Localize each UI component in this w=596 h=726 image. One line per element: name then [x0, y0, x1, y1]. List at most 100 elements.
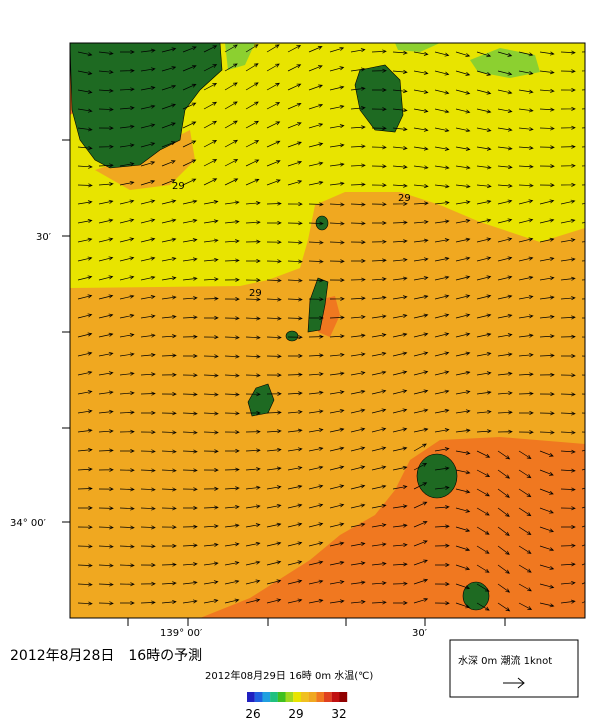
current-arrow [329, 143, 345, 148]
current-arrow [371, 295, 387, 300]
current-arrow [560, 487, 576, 492]
current-arrow [371, 68, 387, 73]
current-arrow [497, 275, 513, 281]
current-arrow [140, 391, 156, 396]
current-arrow [98, 199, 114, 205]
current-arrow [497, 256, 513, 262]
current-arrow [161, 506, 177, 511]
current-arrow [266, 179, 281, 186]
current-arrow [392, 108, 408, 113]
current-arrow [371, 389, 387, 395]
current-arrow [119, 87, 135, 92]
current-arrow [476, 488, 490, 497]
current-arrow [455, 564, 471, 571]
current-arrow [224, 258, 240, 263]
current-arrow [455, 488, 471, 494]
current-arrow [476, 184, 492, 189]
current-arrow [434, 332, 450, 338]
current-arrow [476, 89, 492, 95]
current-arrow [140, 600, 156, 605]
current-arrow [119, 391, 135, 396]
current-arrow [329, 390, 345, 395]
current-arrow [413, 70, 429, 75]
current-arrow [434, 428, 450, 433]
current-arrow [266, 354, 282, 359]
current-arrow [308, 297, 324, 302]
current-arrow [518, 507, 532, 517]
current-arrow [308, 180, 324, 186]
current-arrow [518, 602, 533, 610]
current-arrow [203, 101, 218, 110]
current-arrow [539, 488, 554, 495]
current-arrow [455, 409, 471, 414]
current-arrow [413, 276, 429, 281]
current-arrow [581, 525, 585, 528]
current-arrow [308, 161, 324, 167]
map-frame [69, 42, 586, 619]
current-arrow [329, 296, 345, 301]
current-arrow [497, 429, 513, 434]
current-arrow [245, 429, 261, 434]
current-arrow [434, 543, 450, 548]
colorbar-swatch [339, 692, 348, 702]
current-arrow [413, 370, 429, 376]
current-arrow [413, 238, 429, 243]
current-arrow [539, 164, 555, 169]
current-arrow [392, 89, 408, 94]
current-arrow [539, 507, 554, 514]
current-arrow [182, 580, 198, 585]
current-arrow [476, 108, 492, 114]
current-arrow [77, 256, 93, 262]
current-arrow [581, 563, 585, 566]
current-arrow [224, 504, 240, 510]
current-arrow [476, 564, 490, 573]
current-arrow [413, 559, 428, 566]
current-arrow [203, 64, 218, 72]
current-arrow [161, 599, 177, 605]
current-arrow [392, 389, 408, 395]
current-arrow [98, 506, 114, 511]
current-arrow [182, 487, 198, 492]
current-arrow [161, 122, 176, 129]
current-arrow [392, 370, 408, 376]
current-arrow [350, 240, 366, 245]
current-arrow [203, 524, 219, 529]
current-arrow [476, 429, 492, 434]
current-arrow [371, 581, 387, 586]
current-arrow [182, 46, 197, 53]
current-arrow [287, 180, 303, 186]
current-arrow [518, 108, 534, 113]
current-arrow [140, 161, 156, 167]
current-arrow [245, 410, 261, 416]
current-arrow [203, 598, 219, 604]
current-arrow [434, 601, 450, 606]
current-arrow [539, 88, 555, 93]
current-arrow [98, 467, 114, 472]
current-arrow [98, 126, 114, 131]
current-arrow [329, 202, 345, 207]
current-arrow [329, 181, 345, 186]
current-arrow [140, 86, 156, 91]
current-arrow [245, 82, 259, 91]
current-arrow [161, 237, 177, 243]
current-arrow [161, 295, 177, 300]
current-arrow [560, 276, 576, 281]
current-arrow [371, 370, 387, 376]
current-arrow [119, 256, 135, 262]
current-arrow [581, 412, 585, 414]
current-arrow [119, 106, 135, 111]
current-arrow [518, 164, 534, 169]
current-arrow [434, 200, 450, 205]
current-arrow [560, 106, 576, 111]
current-arrow [98, 294, 114, 300]
current-arrow [329, 46, 345, 53]
current-arrow [539, 334, 555, 339]
current-arrow [161, 141, 176, 148]
current-arrow [455, 428, 471, 433]
current-arrow [203, 219, 219, 224]
current-arrow [224, 63, 238, 72]
current-arrow [98, 51, 114, 56]
current-arrow [350, 427, 366, 433]
current-arrow [476, 352, 492, 357]
current-arrow [497, 70, 513, 76]
